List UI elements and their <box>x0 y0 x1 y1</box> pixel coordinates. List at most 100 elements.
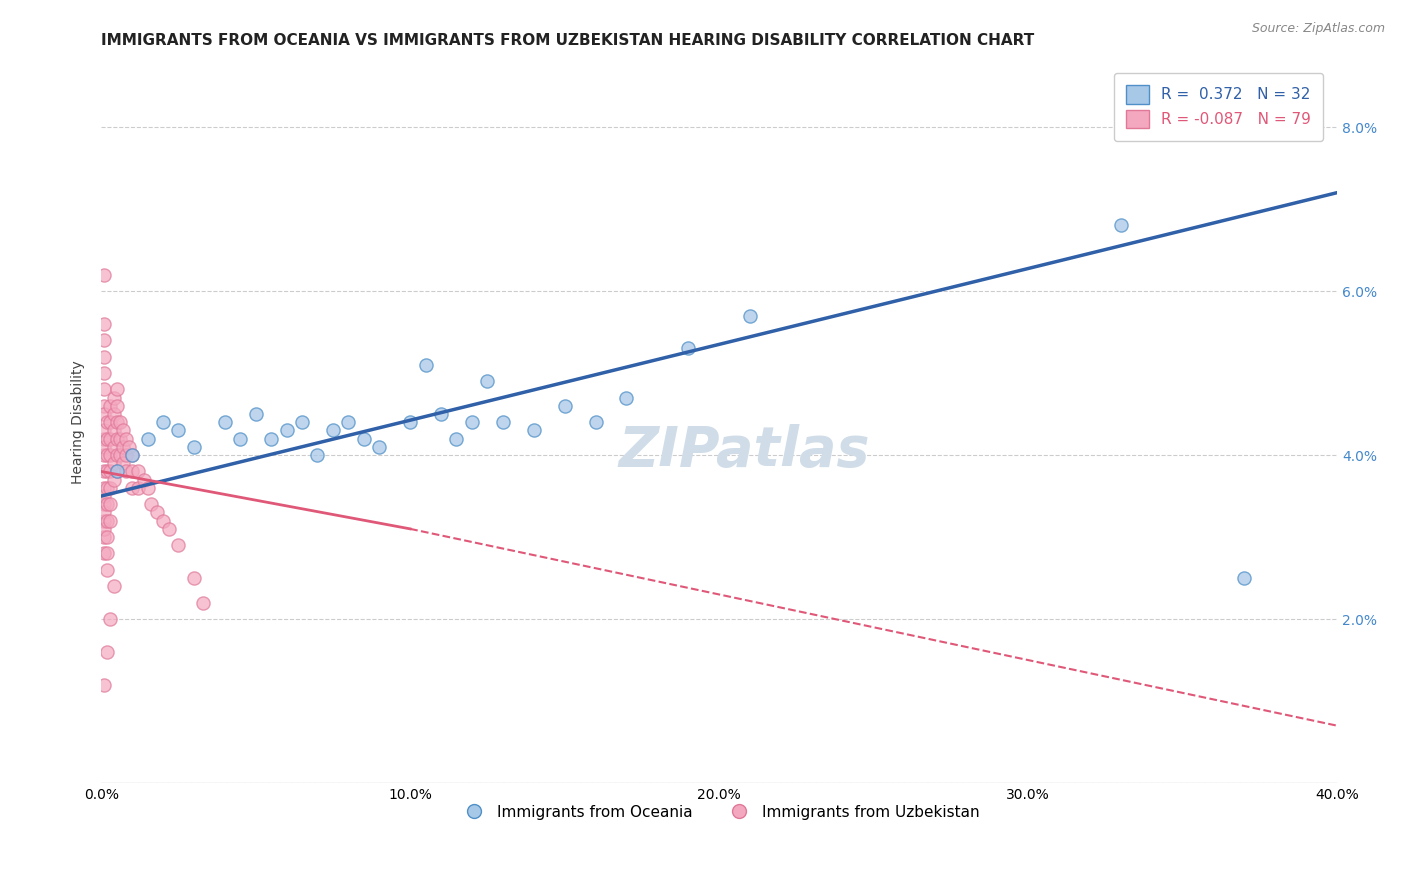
Point <box>96 563 118 577</box>
Point <box>616 391 638 405</box>
Point <box>461 415 484 429</box>
Point <box>1233 571 1256 585</box>
Point <box>121 448 143 462</box>
Point <box>93 506 115 520</box>
Point <box>93 530 115 544</box>
Point <box>100 432 122 446</box>
Point <box>100 497 122 511</box>
Point <box>103 440 125 454</box>
Point <box>93 497 115 511</box>
Point <box>103 579 125 593</box>
Point <box>96 645 118 659</box>
Point <box>100 399 122 413</box>
Point <box>93 399 115 413</box>
Point <box>103 407 125 421</box>
Point <box>96 481 118 495</box>
Point <box>105 383 128 397</box>
Point <box>115 448 138 462</box>
Point <box>121 465 143 479</box>
Point <box>93 268 115 282</box>
Point <box>676 342 699 356</box>
Point <box>1109 219 1132 233</box>
Point <box>108 448 131 462</box>
Point <box>307 448 329 462</box>
Point <box>291 415 314 429</box>
Point <box>105 465 128 479</box>
Text: ZIPatlas: ZIPatlas <box>619 424 869 478</box>
Point <box>93 514 115 528</box>
Point <box>738 309 761 323</box>
Point <box>183 440 205 454</box>
Point <box>183 571 205 585</box>
Point <box>100 465 122 479</box>
Point <box>93 546 115 560</box>
Point <box>136 481 159 495</box>
Point <box>118 440 141 454</box>
Point <box>446 432 468 446</box>
Point <box>191 596 214 610</box>
Point <box>96 546 118 560</box>
Point <box>146 506 169 520</box>
Point <box>368 440 391 454</box>
Point <box>100 448 122 462</box>
Point <box>105 415 128 429</box>
Point <box>96 530 118 544</box>
Point <box>121 448 143 462</box>
Point <box>96 432 118 446</box>
Point <box>93 333 115 347</box>
Point <box>96 514 118 528</box>
Point <box>100 612 122 626</box>
Point <box>167 538 190 552</box>
Point <box>111 424 134 438</box>
Point <box>93 407 115 421</box>
Point <box>108 432 131 446</box>
Point <box>93 366 115 380</box>
Point <box>93 424 115 438</box>
Point <box>260 432 283 446</box>
Point <box>103 424 125 438</box>
Point <box>103 391 125 405</box>
Point <box>111 456 134 470</box>
Point <box>108 415 131 429</box>
Point <box>134 473 156 487</box>
Point <box>152 514 174 528</box>
Point <box>399 415 422 429</box>
Point <box>103 473 125 487</box>
Point <box>322 424 344 438</box>
Point <box>93 489 115 503</box>
Point <box>96 448 118 462</box>
Point <box>337 415 360 429</box>
Point <box>115 465 138 479</box>
Point <box>152 415 174 429</box>
Point <box>229 432 252 446</box>
Point <box>93 383 115 397</box>
Point <box>93 481 115 495</box>
Point <box>523 424 546 438</box>
Point <box>93 440 115 454</box>
Point <box>214 415 236 429</box>
Point <box>127 481 149 495</box>
Point <box>93 317 115 331</box>
Point <box>167 424 190 438</box>
Point <box>105 465 128 479</box>
Point <box>93 350 115 364</box>
Point <box>121 481 143 495</box>
Point <box>585 415 607 429</box>
Point <box>96 497 118 511</box>
Point <box>100 481 122 495</box>
Point <box>139 497 162 511</box>
Point <box>127 465 149 479</box>
Point <box>492 415 515 429</box>
Point <box>93 448 115 462</box>
Point <box>105 432 128 446</box>
Point <box>353 432 375 446</box>
Point <box>96 465 118 479</box>
Point <box>477 374 499 388</box>
Point <box>430 407 453 421</box>
Point <box>93 432 115 446</box>
Point <box>415 358 437 372</box>
Point <box>93 522 115 536</box>
Point <box>105 399 128 413</box>
Point <box>103 456 125 470</box>
Point <box>105 448 128 462</box>
